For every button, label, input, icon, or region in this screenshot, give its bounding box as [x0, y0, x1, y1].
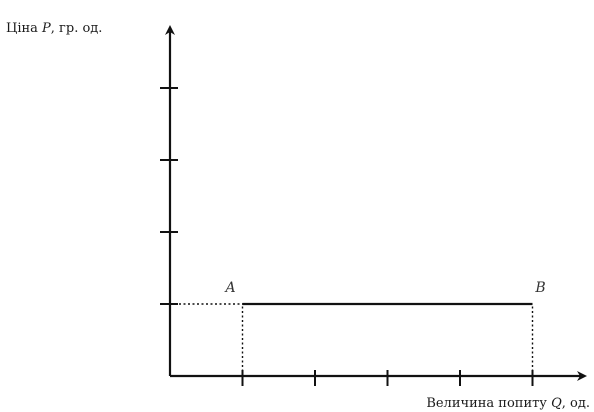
y-axis-label: Ціна P, гр. од. [6, 21, 102, 36]
x-axis-label-suffix: , од. [562, 396, 590, 411]
y-axis-label-symbol: P [41, 21, 51, 36]
point-label-b: B [534, 280, 545, 296]
y-axis-label-prefix: Ціна [6, 21, 42, 36]
point-label-a: A [223, 280, 235, 296]
x-axis-label-symbol: Q [551, 396, 562, 411]
x-axis-ticks [241, 370, 534, 386]
x-axis-label-prefix: Величина попиту [426, 396, 551, 411]
y-axis-ticks [160, 87, 178, 305]
y-axis-label-suffix: , гр. од. [51, 21, 103, 36]
x-axis-label: Величина попиту Q, од. [426, 396, 590, 411]
guide-lines [170, 303, 534, 376]
